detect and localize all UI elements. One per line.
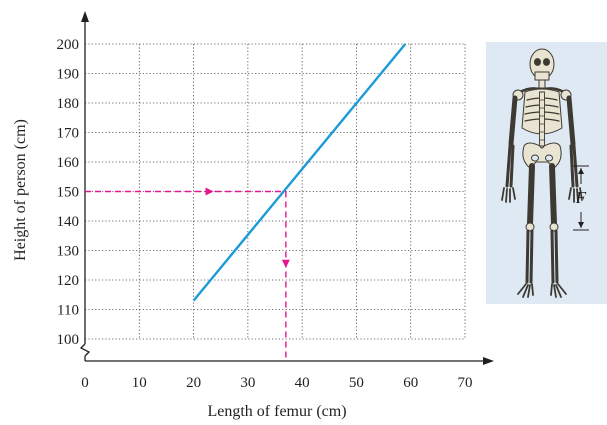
- y-tick-label: 120: [57, 273, 80, 289]
- horizontal-guide-arrow: [205, 187, 214, 196]
- y-tick-label: 170: [57, 126, 80, 142]
- x-tick-label: 30: [240, 375, 255, 391]
- series-line: [192, 43, 407, 302]
- vertical-guide-arrow: [281, 259, 290, 268]
- y-tick-label: 110: [57, 303, 79, 319]
- y-axis-arrow: [81, 11, 89, 22]
- series-layer: [192, 43, 407, 302]
- x-tick-label: 70: [458, 375, 473, 391]
- axes: [79, 11, 494, 365]
- femur-dimension-marker: [573, 165, 589, 231]
- skeleton-panel: [486, 42, 607, 304]
- y-axis-break: [79, 343, 91, 357]
- femur-dimension-label: F: [575, 188, 587, 207]
- y-tick-label: 160: [57, 155, 80, 171]
- annotations: [85, 187, 290, 361]
- x-tick-label: 50: [349, 375, 364, 391]
- tick-labels: 0 10 20 30 40 50 60 70 100 110 120 130 140 150 160 170 1…: [57, 37, 473, 391]
- x-axis-title: Length of femur (cm): [207, 403, 346, 420]
- y-tick-label: 200: [57, 37, 80, 53]
- skeleton-illustration: F: [486, 42, 607, 304]
- y-tick-label: 190: [57, 67, 80, 83]
- y-axis-title: Height of person (cm): [12, 119, 29, 261]
- y-tick-label: 150: [57, 185, 80, 201]
- x-tick-label: 20: [186, 375, 201, 391]
- skeleton-icon: [501, 48, 583, 298]
- x-tick-label: 0: [81, 375, 89, 391]
- y-tick-label: 130: [57, 244, 80, 260]
- y-tick-label: 100: [57, 332, 80, 348]
- x-tick-label: 40: [295, 375, 310, 391]
- x-tick-label: 60: [403, 375, 418, 391]
- y-tick-label: 180: [57, 96, 80, 112]
- grid: [85, 43, 466, 340]
- y-tick-label: 140: [57, 214, 80, 230]
- x-tick-label: 10: [132, 375, 147, 391]
- x-axis-arrow: [483, 357, 494, 365]
